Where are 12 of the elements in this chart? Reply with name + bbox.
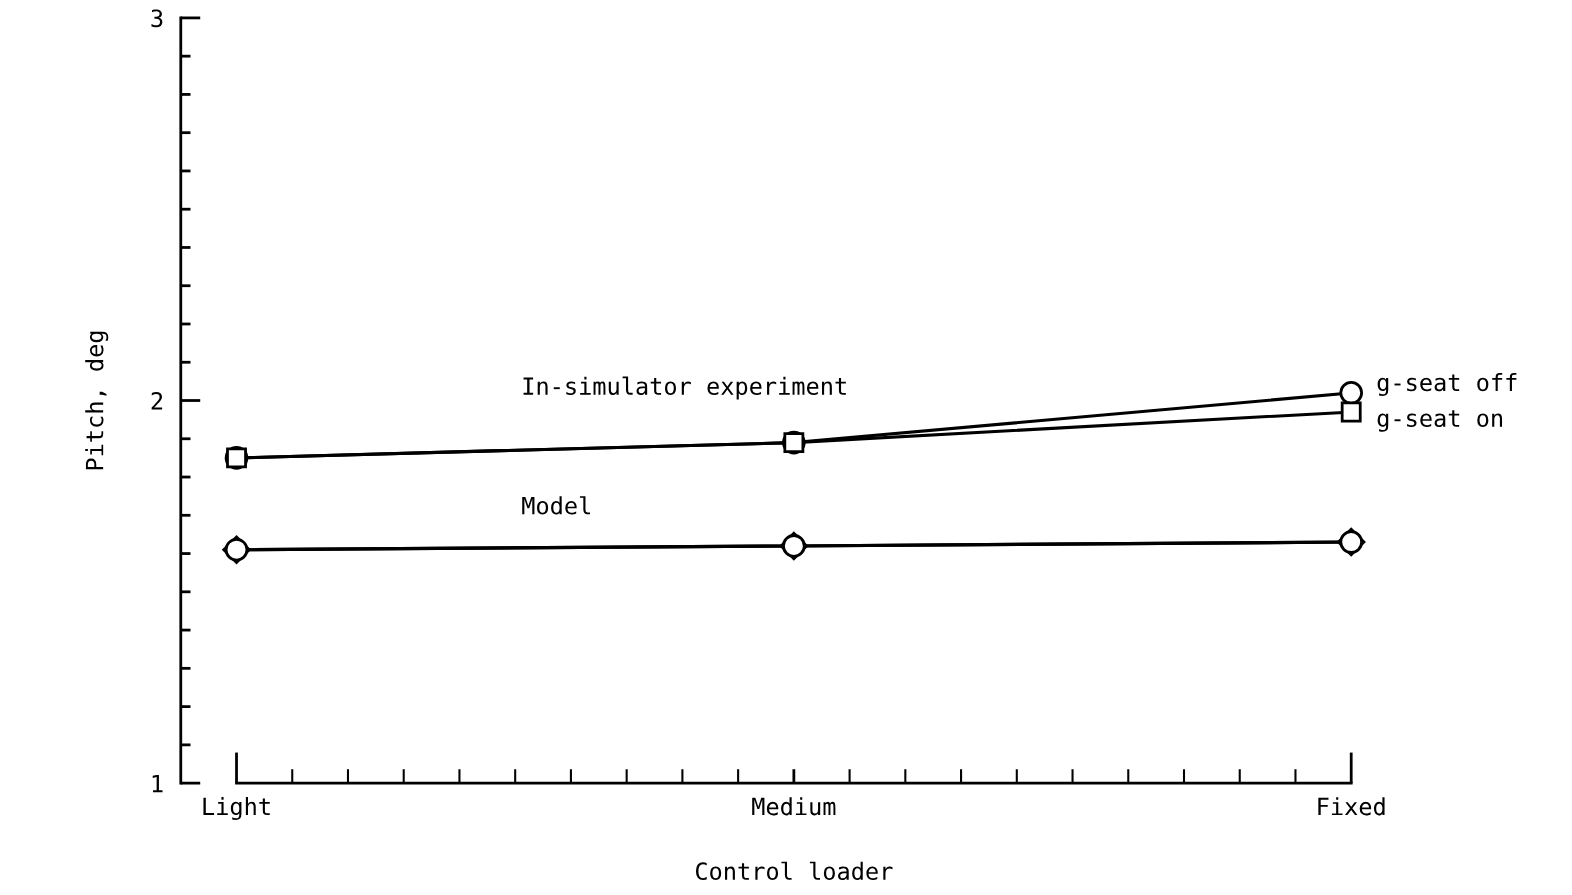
y-axis-title: Pitch, deg (85, 331, 109, 470)
y-tick-label: 2 (151, 392, 163, 410)
series-label: g-seat on (1377, 410, 1503, 432)
x-axis-title: Control loader (695, 861, 893, 881)
x-tick-label: Medium (752, 797, 836, 816)
annotation: In-simulator experiment (523, 376, 846, 400)
y-tick-label: 3 (151, 9, 163, 28)
y-tick-label: 1 (152, 774, 163, 793)
annotation: Model (522, 496, 591, 515)
series-label: g-seat off (1377, 373, 1517, 397)
x-tick-label: Fixed (1318, 797, 1385, 816)
x-tick-label: Light (203, 797, 270, 821)
